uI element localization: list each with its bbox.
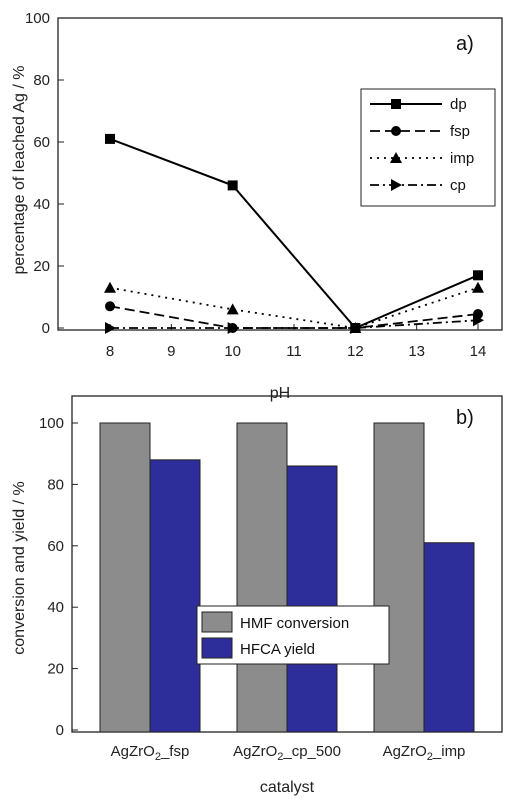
legend-item-cp: cp xyxy=(370,177,466,194)
panel-b-axes: 0 20 40 60 80 100 AgZrO2_fsp AgZrO2_cp_500 AgZrO… xyxy=(39,415,465,763)
panel-a-series xyxy=(104,133,484,334)
panel-b-category-label: AgZrO2_cp_500 xyxy=(233,743,341,763)
panel-a-x-tick-label: 9 xyxy=(167,343,175,360)
panel-a-legend-box xyxy=(360,88,496,207)
series-cp-line xyxy=(110,319,479,329)
legend-swatch xyxy=(201,637,233,659)
panel-a-x-tick-label: 14 xyxy=(470,343,487,360)
legend-label: HFCA yield xyxy=(240,641,315,658)
bar-hmf-conversion xyxy=(373,422,425,733)
series-cp xyxy=(105,314,484,334)
series-imp-point xyxy=(226,303,239,315)
legend-swatch xyxy=(201,611,233,633)
panel-a-y-tick-label: 40 xyxy=(33,196,50,213)
legend-item-hfca-yield: HFCA yield xyxy=(201,637,315,659)
panel-a-x-tick-label: 13 xyxy=(408,343,425,360)
legend-marker xyxy=(391,179,402,191)
series-dp-point xyxy=(105,133,115,144)
panel-b-category-label: AgZrO2_imp xyxy=(383,743,466,763)
panel-b-y-tick-label: 20 xyxy=(47,661,64,678)
bar-hfca-yield xyxy=(423,542,475,733)
panel-b-y-tick-label: 100 xyxy=(39,415,64,432)
legend-marker xyxy=(391,126,401,136)
panel-a-y-axis-label: percentage of leached Ag / % xyxy=(11,65,28,274)
panel-a-y-tick-label: 60 xyxy=(33,134,50,151)
legend-label: fsp xyxy=(450,123,470,140)
panel-b-y-tick-label: 60 xyxy=(47,538,64,555)
panel-a-legend: dp fsp imp cp xyxy=(360,88,496,207)
panel-b-y-tick-label: 0 xyxy=(56,722,64,739)
series-dp-point xyxy=(227,180,238,191)
panel-b-y-tick-label: 80 xyxy=(47,476,64,493)
legend-item-dp: dp xyxy=(370,96,467,113)
panel-a-y-tick-label: 100 xyxy=(25,10,50,27)
panel-a-frame xyxy=(57,17,503,331)
bar-hmf-conversion xyxy=(236,422,288,733)
panel-a-x-tick-label: 8 xyxy=(106,343,114,360)
panel-b-x-axis-label: catalyst xyxy=(260,779,315,796)
series-imp-point xyxy=(104,281,116,293)
panel-b-legend: HMF conversion HFCA yield xyxy=(196,605,390,665)
panel-b-bar-chart: 0 20 40 60 80 100 AgZrO2_fsp AgZrO2_cp_500 AgZrO… xyxy=(11,395,503,796)
series-dp-point xyxy=(473,270,483,281)
panel-b-y-axis-label: conversion and yield / % xyxy=(11,481,28,654)
bar-hfca-yield xyxy=(149,459,201,733)
legend-item-fsp: fsp xyxy=(370,123,470,140)
panel-a-label: a) xyxy=(456,33,474,55)
panel-a-x-tick-label: 11 xyxy=(286,343,302,360)
legend-marker xyxy=(391,99,401,109)
series-imp-line xyxy=(109,286,479,329)
panel-b-y-tick-label: 40 xyxy=(47,599,64,616)
series-cp-point xyxy=(105,322,116,334)
panel-a-x-tick-label: 12 xyxy=(347,343,364,360)
panel-b-category-label: AgZrO2_fsp xyxy=(111,743,190,763)
legend-label: cp xyxy=(450,177,466,194)
panel-a-y-tick-label: 80 xyxy=(33,72,50,89)
panel-b-label: b) xyxy=(456,407,474,429)
series-imp-point xyxy=(472,281,484,293)
panel-a-line-chart: 0 20 40 60 80 100 8 9 10 11 12 13 14 a) pH percentag… xyxy=(11,10,503,402)
bar-hmf-conversion xyxy=(99,422,151,733)
series-dp-line xyxy=(109,137,479,330)
panel-a-x-tick-label: 10 xyxy=(224,343,241,360)
panel-a-y-tick-label: 20 xyxy=(33,258,50,275)
series-fsp-point xyxy=(105,301,115,312)
legend-item-imp: imp xyxy=(370,150,474,167)
legend-label: dp xyxy=(450,96,467,113)
legend-marker xyxy=(390,152,402,163)
panel-a-x-axis-label: pH xyxy=(270,385,290,402)
panel-b-bars xyxy=(99,422,475,733)
bar-hfca-yield xyxy=(286,465,338,733)
panel-a-axes: 0 20 40 60 80 100 8 9 10 11 12 13 14 xyxy=(25,10,486,360)
legend-label: imp xyxy=(450,150,474,167)
series-cp-point xyxy=(473,314,484,327)
series-cp-point xyxy=(227,322,239,334)
legend-item-hmf-conversion: HMF conversion xyxy=(201,611,349,633)
panel-a-y-tick-label: 0 xyxy=(42,320,50,337)
legend-label: HMF conversion xyxy=(240,615,349,632)
series-cp-point xyxy=(350,322,362,334)
